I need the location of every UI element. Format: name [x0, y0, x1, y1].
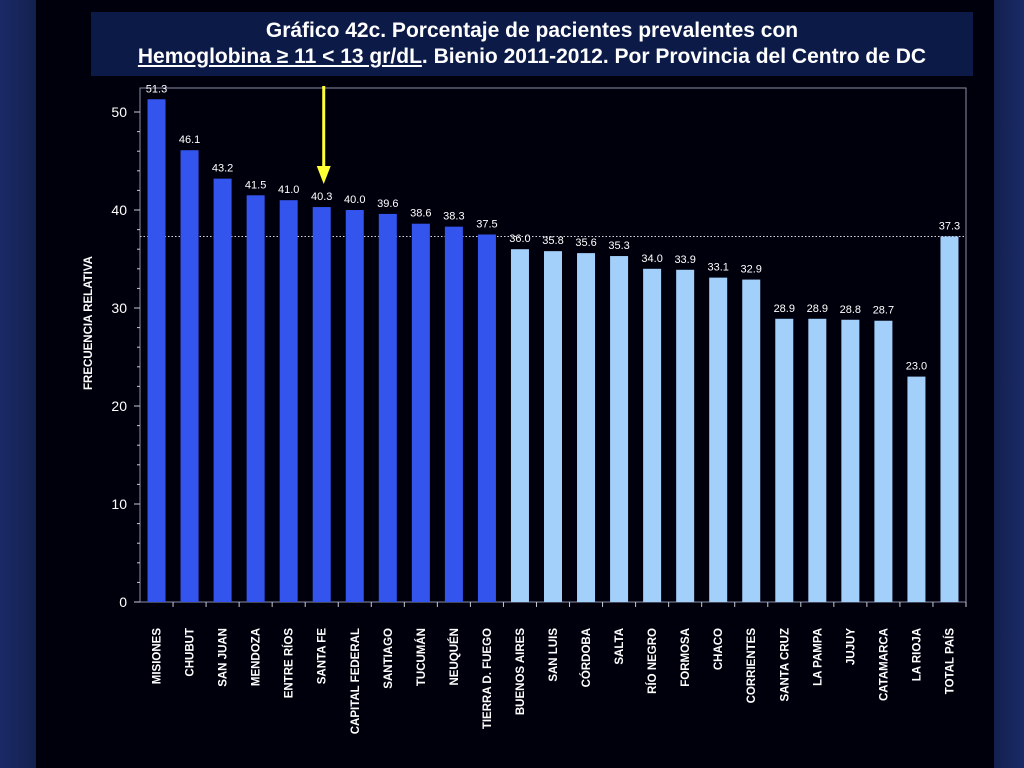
y-tick-label: 20	[111, 398, 127, 414]
y-tick-label: 10	[111, 496, 127, 512]
x-category-label: MISIONES	[152, 628, 164, 685]
bar-value-label: 41.5	[245, 179, 266, 191]
bar	[808, 318, 827, 602]
highlight-arrow-head	[316, 166, 331, 184]
bar-value-label: 33.1	[707, 262, 728, 274]
x-category-label: CHUBUT	[185, 628, 197, 677]
bar	[577, 253, 596, 602]
bar-value-label: 32.9	[741, 264, 762, 276]
bar-value-label: 46.1	[179, 134, 200, 146]
x-category-label: SAN JUAN	[218, 628, 230, 687]
x-category-label: CAPITAL FEDERAL	[350, 628, 362, 734]
chart-title-line2: Hemoglobina ≥ 11 < 13 gr/dL. Bienio 2011…	[91, 44, 973, 70]
bar-value-label: 28.9	[774, 303, 795, 315]
y-tick-label: 50	[111, 104, 127, 120]
bar	[643, 268, 662, 602]
bar	[940, 236, 959, 602]
bar-value-label: 37.5	[476, 219, 497, 231]
bar	[907, 376, 926, 602]
bar-value-label: 40.0	[344, 194, 365, 206]
bar-value-label: 28.7	[873, 305, 894, 317]
slide-frame-right	[994, 0, 1024, 768]
chart-title-rest: . Bienio 2011-2012. Por Provincia del Ce…	[421, 45, 927, 68]
bar-value-label: 41.0	[278, 184, 299, 196]
x-category-label: RÍO NEGRO	[646, 628, 659, 694]
y-axis-label: FRECUENCIA RELATIVA	[83, 256, 95, 390]
x-category-label: MENDOZA	[251, 628, 263, 686]
slide-frame-left	[0, 0, 36, 768]
bar-value-label: 34.0	[641, 253, 662, 265]
x-category-label: BUENOS AIRES	[515, 628, 527, 715]
bar-value-label: 43.2	[212, 163, 233, 175]
bar	[246, 195, 265, 603]
x-category-label: TUCUMÁN	[415, 628, 428, 686]
bar-value-label: 23.0	[906, 361, 927, 373]
bar-value-label: 38.3	[443, 211, 464, 223]
bar	[411, 223, 430, 602]
x-category-label: CATAMARCA	[878, 628, 890, 701]
x-category-label: SANTIAGO	[383, 628, 395, 689]
bar	[510, 249, 529, 602]
chart-title: Gráfico 42c. Porcentaje de pacientes pre…	[91, 12, 973, 76]
x-category-label: SAN LUIS	[548, 628, 560, 682]
chart-title-line1: Gráfico 42c. Porcentaje de pacientes pre…	[265, 19, 799, 42]
x-category-label: TIERRA D. FUEGO	[482, 628, 494, 729]
x-category-label: SANTA FE	[317, 628, 329, 685]
bar-value-label: 35.8	[542, 235, 563, 247]
x-category-label: CHACO	[713, 628, 725, 670]
bar-value-label: 51.3	[146, 83, 167, 95]
x-category-label: CORRIENTES	[746, 628, 758, 704]
bar	[610, 256, 629, 602]
bar	[775, 318, 794, 602]
x-category-label: NEUQUÉN	[448, 628, 461, 686]
x-category-label: LA PAMPA	[812, 628, 824, 686]
bar	[709, 277, 728, 602]
bar	[874, 320, 893, 602]
x-category-label: CÓRDOBA	[580, 628, 593, 687]
bar-value-label: 38.6	[410, 208, 431, 220]
bar	[345, 210, 364, 602]
bar-value-label: 28.9	[807, 303, 828, 315]
bar-value-label: 35.6	[575, 237, 596, 249]
bar	[147, 99, 166, 602]
x-category-label: SALTA	[614, 628, 626, 665]
x-category-label: FORMOSA	[680, 628, 692, 687]
y-tick-label: 30	[111, 300, 127, 316]
bar	[279, 200, 298, 602]
x-category-label: TOTAL PAÍS	[943, 628, 956, 695]
bar-value-label: 36.0	[509, 233, 530, 245]
bar	[477, 234, 496, 602]
x-category-label: JUJUY	[845, 628, 857, 665]
bar-value-label: 39.6	[377, 198, 398, 210]
y-tick-label: 40	[111, 202, 127, 218]
x-category-label: LA RIOJA	[911, 628, 923, 681]
bar	[444, 226, 463, 602]
bar	[676, 269, 695, 602]
bar-value-label: 33.9	[674, 254, 695, 266]
bar	[378, 213, 397, 603]
bar	[312, 207, 331, 602]
bar	[180, 150, 199, 602]
bar-value-label: 40.3	[311, 191, 332, 203]
chart-title-underlined: Hemoglobina ≥ 11 < 13 gr/dL	[137, 45, 422, 68]
x-category-label: SANTA CRUZ	[779, 628, 791, 701]
bar	[544, 251, 562, 602]
y-tick-label: 0	[119, 594, 127, 610]
bar-value-label: 37.3	[939, 220, 960, 232]
bar-value-label: 28.8	[840, 304, 861, 316]
x-category-label: ENTRE RÍOS	[283, 628, 296, 699]
bar	[841, 319, 860, 602]
bar	[213, 178, 232, 602]
bar	[742, 279, 761, 602]
bar-value-label: 35.3	[608, 240, 629, 252]
